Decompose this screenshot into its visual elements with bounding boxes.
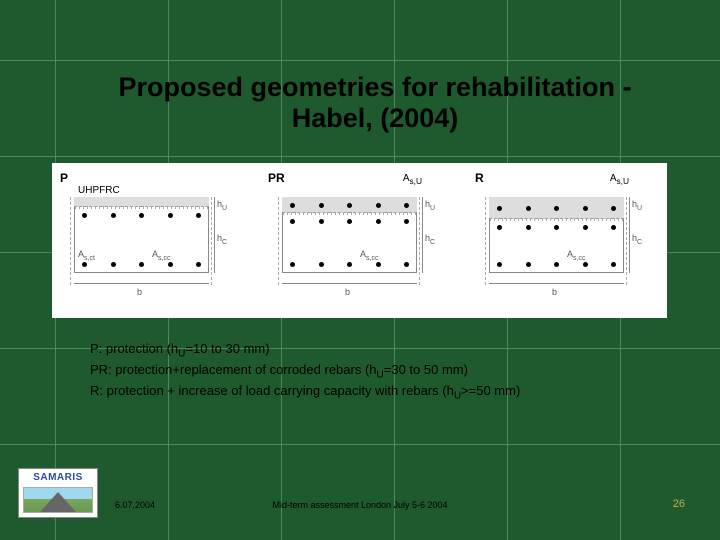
slide-title: Proposed geometries for rehabilitation -… <box>90 72 660 134</box>
dim-b: b <box>137 287 142 297</box>
dim-hU: hU <box>632 199 642 212</box>
dim-hC: hC <box>217 233 227 246</box>
figure-area: P UHPFRC As,ct As,cc hU hC b PR As,U As,cc hU hC b R A… <box>52 163 667 318</box>
dim-hU: hU <box>217 199 227 212</box>
footer-page-number: 26 <box>673 498 685 510</box>
panel-label: R <box>475 171 484 185</box>
legend-block: P: protection (hU=10 to 30 mm)PR: protec… <box>90 340 700 403</box>
footer-center: Mid-term assessment London July 5-6 2004 <box>0 500 720 510</box>
legend-line: P: protection (hU=10 to 30 mm) <box>90 340 700 361</box>
dim-hU: hU <box>425 199 435 212</box>
cross-section <box>489 197 624 273</box>
panel-PR: PR As,U As,cc hU hC b <box>260 163 460 318</box>
sub-label-asu: As,U <box>610 173 629 186</box>
cross-section <box>282 197 417 273</box>
dim-hC: hC <box>632 233 642 246</box>
uhpfrc-label: UHPFRC <box>78 185 120 196</box>
panel-R: R As,U As,cc hU hC b <box>467 163 667 318</box>
legend-line: PR: protection+replacement of corroded r… <box>90 361 700 382</box>
dim-asct: As,ct <box>78 249 95 262</box>
logo-text: SAMARIS <box>19 472 97 483</box>
samaris-logo: SAMARIS <box>18 468 98 518</box>
panel-label: PR <box>268 171 285 185</box>
panel-label: P <box>60 171 68 185</box>
legend-line: R: protection + increase of load carryin… <box>90 382 700 403</box>
dim-ascc: As,cc <box>360 249 378 262</box>
dim-ascc: As,cc <box>567 249 585 262</box>
dim-b: b <box>552 287 557 297</box>
dim-ascc: As,cc <box>152 249 170 262</box>
panel-P: P UHPFRC As,ct As,cc hU hC b <box>52 163 252 318</box>
sub-label-asu: As,U <box>403 173 422 186</box>
dim-b: b <box>345 287 350 297</box>
dim-hC: hC <box>425 233 435 246</box>
